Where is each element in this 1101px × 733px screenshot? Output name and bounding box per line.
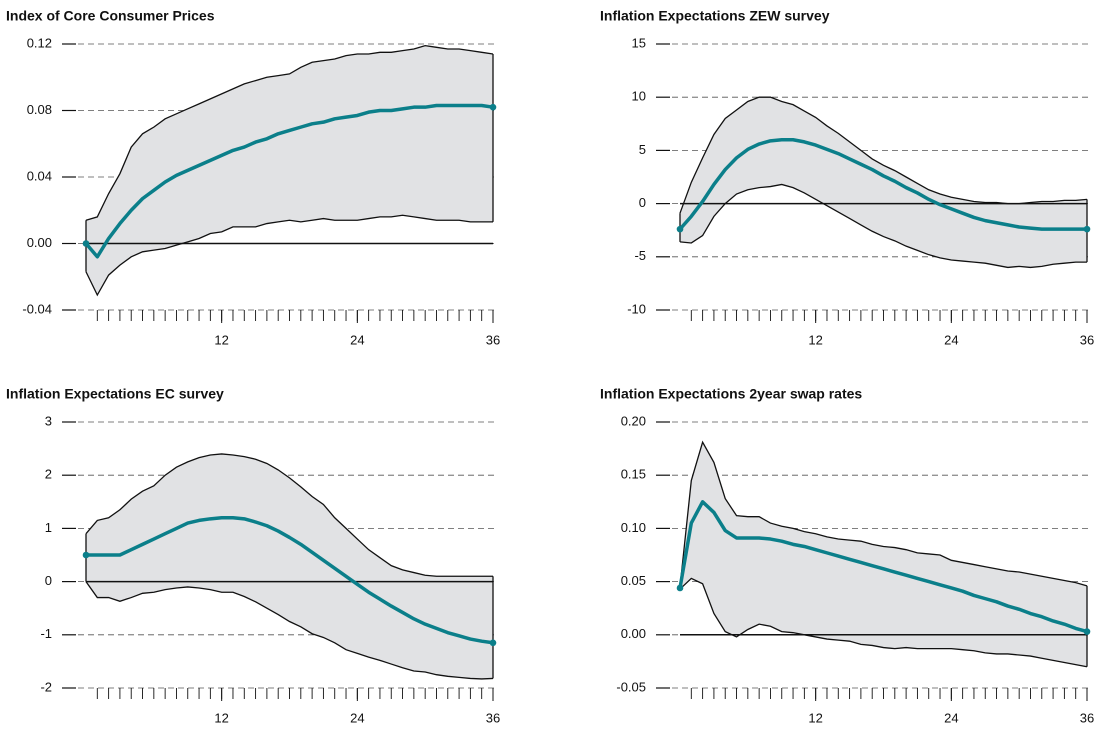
x-tick-label: 36 bbox=[1080, 332, 1094, 347]
median-line bbox=[678, 138, 1087, 231]
y-tick-label: 2 bbox=[45, 467, 52, 482]
end-point bbox=[489, 103, 497, 111]
chart-title: Inflation Expectations EC survey bbox=[6, 386, 224, 402]
band-upper bbox=[85, 453, 493, 577]
x-tick-label: 12 bbox=[214, 332, 228, 347]
y-tick-label: 0.08 bbox=[27, 102, 52, 117]
y-tick-label: 0 bbox=[639, 195, 646, 210]
y-tick-label: 3 bbox=[45, 413, 52, 428]
x-tick-label: 36 bbox=[1080, 710, 1094, 725]
x-tick-label: 24 bbox=[350, 710, 364, 725]
confidence-band bbox=[86, 453, 493, 679]
y-tick-label: 5 bbox=[639, 142, 646, 157]
band-lower bbox=[85, 581, 494, 680]
y-tick-label: 1 bbox=[45, 520, 52, 535]
y-tick-label: 0.00 bbox=[27, 235, 52, 250]
y-tick-label: -10 bbox=[627, 301, 646, 316]
end-point bbox=[82, 240, 90, 247]
band-lower bbox=[85, 214, 493, 297]
chart-title: Index of Core Consumer Prices bbox=[6, 8, 215, 24]
end-point bbox=[1083, 628, 1091, 635]
confidence-band bbox=[86, 45, 493, 296]
median-line bbox=[86, 516, 494, 645]
y-tick-label: 0.10 bbox=[621, 520, 646, 535]
y-tick-label: 0.04 bbox=[27, 168, 52, 183]
median-line bbox=[678, 500, 1088, 634]
end-point bbox=[676, 225, 684, 233]
median-line bbox=[84, 103, 494, 259]
x-tick-label: 24 bbox=[944, 332, 958, 347]
y-tick-label: -2 bbox=[40, 679, 52, 694]
y-tick-label: 0.12 bbox=[27, 35, 52, 50]
end-point bbox=[676, 584, 684, 592]
x-tick-label: 24 bbox=[350, 332, 364, 347]
end-point bbox=[489, 639, 497, 647]
x-tick-label: 12 bbox=[214, 710, 228, 725]
y-tick-label: -0.05 bbox=[616, 679, 646, 694]
y-tick-label: -0.04 bbox=[22, 301, 52, 316]
band-upper bbox=[85, 44, 494, 221]
x-tick-label: 36 bbox=[486, 332, 500, 347]
x-tick-label: 36 bbox=[486, 710, 500, 725]
y-tick-label: 0 bbox=[45, 573, 52, 588]
chart-title: Inflation Expectations ZEW survey bbox=[600, 8, 830, 24]
y-tick-label: 10 bbox=[632, 89, 646, 104]
end-point bbox=[1083, 225, 1091, 233]
y-tick-label: 0.15 bbox=[621, 467, 646, 482]
band-upper bbox=[679, 440, 1088, 587]
x-tick-label: 24 bbox=[944, 710, 958, 725]
band-lower bbox=[679, 183, 1087, 269]
confidence-band bbox=[680, 442, 1087, 667]
y-tick-label: -5 bbox=[634, 248, 646, 263]
chart-title: Inflation Expectations 2year swap rates bbox=[600, 386, 862, 402]
end-point bbox=[82, 551, 90, 559]
band-lower bbox=[679, 577, 1088, 668]
x-tick-label: 12 bbox=[808, 710, 822, 725]
y-tick-label: 15 bbox=[632, 35, 646, 50]
y-tick-label: 0.05 bbox=[621, 573, 646, 588]
y-tick-label: 0.00 bbox=[621, 626, 646, 641]
y-tick-label: 0.20 bbox=[621, 413, 646, 428]
x-tick-label: 12 bbox=[808, 332, 822, 347]
confidence-band bbox=[680, 97, 1087, 268]
y-tick-label: -1 bbox=[40, 626, 52, 641]
